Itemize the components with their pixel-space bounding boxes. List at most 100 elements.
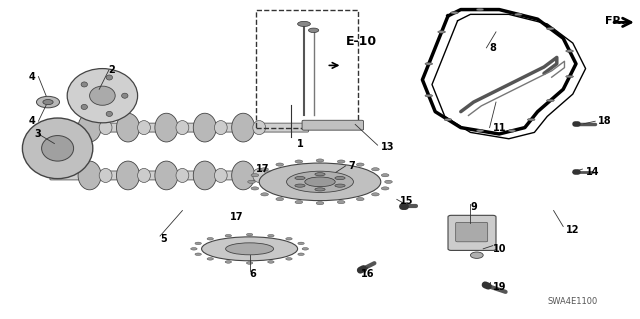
Ellipse shape <box>36 96 60 108</box>
Ellipse shape <box>42 136 74 161</box>
Text: 15: 15 <box>400 196 413 206</box>
Ellipse shape <box>470 252 483 258</box>
Ellipse shape <box>207 257 213 260</box>
Text: E-10: E-10 <box>346 35 377 48</box>
Ellipse shape <box>81 82 88 87</box>
Ellipse shape <box>476 130 484 132</box>
Text: 12: 12 <box>566 225 580 235</box>
Ellipse shape <box>259 163 381 201</box>
Ellipse shape <box>99 121 112 135</box>
Text: 16: 16 <box>361 269 375 279</box>
Ellipse shape <box>425 94 433 97</box>
Ellipse shape <box>444 118 452 121</box>
Ellipse shape <box>356 163 364 166</box>
Ellipse shape <box>78 161 101 190</box>
Ellipse shape <box>295 160 303 163</box>
Ellipse shape <box>335 184 345 187</box>
FancyBboxPatch shape <box>456 222 488 242</box>
Ellipse shape <box>176 168 189 182</box>
Ellipse shape <box>202 237 298 261</box>
Ellipse shape <box>225 234 232 237</box>
Ellipse shape <box>122 93 128 98</box>
Ellipse shape <box>155 161 178 190</box>
Ellipse shape <box>106 111 113 116</box>
Ellipse shape <box>246 262 253 264</box>
Ellipse shape <box>302 248 308 250</box>
Text: 4: 4 <box>28 116 35 126</box>
Ellipse shape <box>193 113 216 142</box>
Ellipse shape <box>295 184 305 187</box>
Ellipse shape <box>195 242 202 245</box>
Ellipse shape <box>193 161 216 190</box>
Ellipse shape <box>308 28 319 33</box>
Text: FR.: FR. <box>605 16 625 26</box>
FancyBboxPatch shape <box>50 171 308 180</box>
Text: 11: 11 <box>493 122 506 133</box>
Ellipse shape <box>81 104 88 109</box>
Ellipse shape <box>260 193 268 196</box>
Text: 7: 7 <box>349 161 356 171</box>
Ellipse shape <box>251 187 259 190</box>
Ellipse shape <box>138 168 150 182</box>
Text: 19: 19 <box>493 282 506 292</box>
Ellipse shape <box>356 197 364 201</box>
Text: 5: 5 <box>160 234 166 244</box>
Ellipse shape <box>22 118 93 179</box>
Ellipse shape <box>295 176 305 180</box>
Ellipse shape <box>515 13 522 16</box>
Ellipse shape <box>335 176 345 180</box>
Text: SWA4E1100: SWA4E1100 <box>547 297 598 306</box>
Ellipse shape <box>451 11 458 14</box>
FancyBboxPatch shape <box>302 120 364 130</box>
Text: 9: 9 <box>470 202 477 212</box>
Ellipse shape <box>566 75 573 78</box>
Ellipse shape <box>116 113 140 142</box>
Ellipse shape <box>527 118 535 121</box>
Ellipse shape <box>106 75 113 80</box>
Ellipse shape <box>372 193 380 196</box>
Ellipse shape <box>298 253 304 256</box>
Ellipse shape <box>566 50 573 52</box>
Ellipse shape <box>276 197 284 201</box>
Text: 17: 17 <box>255 164 269 174</box>
Ellipse shape <box>385 180 392 183</box>
Ellipse shape <box>232 113 255 142</box>
Ellipse shape <box>214 121 227 135</box>
Ellipse shape <box>251 174 259 177</box>
Ellipse shape <box>298 242 304 245</box>
Ellipse shape <box>253 168 266 182</box>
Ellipse shape <box>99 168 112 182</box>
Ellipse shape <box>176 121 189 135</box>
Text: 6: 6 <box>250 269 256 279</box>
Ellipse shape <box>547 27 554 30</box>
Ellipse shape <box>295 201 303 204</box>
Ellipse shape <box>315 188 325 191</box>
Ellipse shape <box>214 168 227 182</box>
Text: 13: 13 <box>381 142 394 152</box>
Ellipse shape <box>276 163 284 166</box>
Ellipse shape <box>191 248 197 250</box>
Text: 14: 14 <box>586 167 599 177</box>
Ellipse shape <box>207 238 213 240</box>
Ellipse shape <box>78 113 101 142</box>
Ellipse shape <box>315 173 325 176</box>
Ellipse shape <box>116 161 140 190</box>
Ellipse shape <box>260 168 268 171</box>
FancyBboxPatch shape <box>50 123 308 132</box>
Ellipse shape <box>547 99 554 102</box>
Ellipse shape <box>67 69 138 123</box>
Ellipse shape <box>337 160 345 163</box>
Ellipse shape <box>316 159 324 162</box>
Text: 1: 1 <box>297 138 304 149</box>
Ellipse shape <box>425 63 433 65</box>
Ellipse shape <box>43 100 53 105</box>
Ellipse shape <box>298 21 310 26</box>
Ellipse shape <box>268 234 274 237</box>
Text: 3: 3 <box>35 129 42 139</box>
Ellipse shape <box>90 86 115 105</box>
Ellipse shape <box>381 174 389 177</box>
Text: 18: 18 <box>598 116 612 126</box>
Ellipse shape <box>286 257 292 260</box>
Ellipse shape <box>195 253 202 256</box>
FancyBboxPatch shape <box>448 215 496 250</box>
